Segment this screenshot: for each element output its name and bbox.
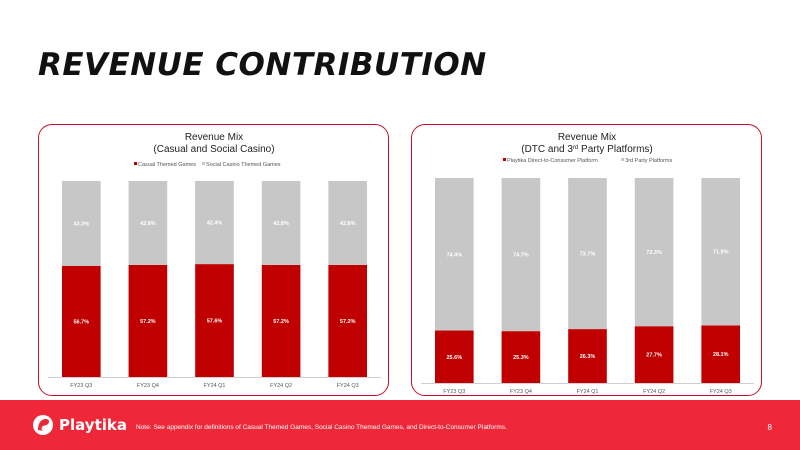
chart-title-line2: (DTC and 3rd Party Platforms) <box>521 144 653 155</box>
x-tick-2: FY24 Q1 <box>203 383 225 389</box>
legend-label-1: 3rd Party Platforms <box>625 158 672 164</box>
bar-0-0 <box>434 330 474 383</box>
bar-0-2 <box>195 264 234 377</box>
page-number: 8 <box>767 423 772 432</box>
data-label-0-3: 57.2% <box>273 319 289 325</box>
x-tick-1: FY23 Q4 <box>510 389 532 395</box>
x-tick-1: FY23 Q4 <box>137 383 159 389</box>
data-label-1-0: 43.3% <box>73 221 89 227</box>
x-tick-2: FY24 Q1 <box>576 389 598 395</box>
footer-bar: Playtika Note: See appendix for definiti… <box>0 400 800 450</box>
footnote: Note: See appendix for definitions of Ca… <box>136 424 507 431</box>
bar-0-3 <box>261 264 301 377</box>
data-label-0-0: 25.6% <box>446 355 462 361</box>
data-label-1-3: 42.8% <box>273 221 289 227</box>
legend-swatch-0 <box>503 158 506 161</box>
bar-1-4 <box>701 178 741 326</box>
data-label-1-2: 42.4% <box>207 221 223 227</box>
bar-1-1 <box>128 181 168 265</box>
bar-0-0 <box>61 265 101 377</box>
bar-1-0 <box>61 181 101 266</box>
bar-1-2 <box>195 181 234 265</box>
legend-label-0: Casual Themed Games <box>138 162 196 168</box>
bar-0-4 <box>328 264 368 377</box>
playtika-logo-icon <box>33 415 53 435</box>
data-label-0-4: 28.1% <box>713 352 729 358</box>
legend-swatch-1 <box>202 162 206 165</box>
chart-casual-social: Revenue Mix (Casual and Social Casino) C… <box>48 132 381 389</box>
data-label-1-1: 42.8% <box>140 221 156 227</box>
logo-text: Playtika <box>59 416 127 434</box>
data-label-0-3: 27.7% <box>646 353 662 359</box>
chart-title-superscript: rd <box>573 145 578 151</box>
legend-label-0: Playtika Direct-to-Consumer Platform <box>507 158 598 164</box>
data-label-1-3: 72.3% <box>646 250 662 256</box>
bar-0-3 <box>634 326 674 383</box>
bar-1-3 <box>261 181 301 265</box>
data-label-0-1: 25.3% <box>513 355 529 361</box>
x-tick-0: FY23 Q3 <box>70 383 92 389</box>
x-tick-0: FY23 Q3 <box>443 389 465 395</box>
legend-label-1: Social Casino Themed Games <box>206 162 281 168</box>
x-tick-3: FY24 Q2 <box>643 389 665 395</box>
chart-title-line2: (Casual and Social Casino) <box>153 144 274 155</box>
data-label-1-4: 42.8% <box>340 221 356 227</box>
chart-title-part-b: Party Platforms) <box>578 144 652 155</box>
bar-0-4 <box>701 325 741 383</box>
data-label-0-0: 56.7% <box>73 319 89 325</box>
data-label-1-1: 74.7% <box>513 253 529 259</box>
data-label-0-2: 26.3% <box>580 354 596 360</box>
chart-panel-dtc-3rd-party: Revenue Mix (DTC and 3rd Party Platforms… <box>411 124 762 396</box>
page-title: REVENUE CONTRIBUTION <box>38 47 487 83</box>
data-label-0-4: 57.2% <box>340 319 356 325</box>
bar-0-2 <box>568 329 607 383</box>
legend-swatch-1 <box>621 158 625 161</box>
bar-1-1 <box>501 178 541 332</box>
data-label-1-2: 73.7% <box>580 252 596 258</box>
data-label-0-1: 57.2% <box>140 319 156 325</box>
x-tick-4: FY24 Q3 <box>337 383 359 389</box>
bar-1-4 <box>328 181 368 265</box>
bar-0-1 <box>128 264 168 377</box>
bar-1-3 <box>634 178 674 327</box>
chart-dtc-3rd-party: Revenue Mix (DTC and 3rd Party Platforms… <box>421 132 754 395</box>
chart-title-part-a: (DTC and 3 <box>521 144 573 155</box>
bar-0-1 <box>501 331 541 383</box>
chart-title-line1: Revenue Mix <box>558 132 616 143</box>
chart-title-line1: Revenue Mix <box>185 132 243 143</box>
x-tick-4: FY24 Q3 <box>710 389 732 395</box>
data-label-0-2: 57.6% <box>207 319 223 325</box>
bar-1-2 <box>568 178 607 330</box>
chart-panel-casual-social: Revenue Mix (Casual and Social Casino) C… <box>38 124 389 396</box>
legend-swatch-0 <box>134 162 137 165</box>
data-label-1-4: 71.9% <box>713 250 729 256</box>
playtika-logo[interactable]: Playtika <box>32 414 127 436</box>
x-tick-3: FY24 Q2 <box>270 383 292 389</box>
data-label-1-0: 74.4% <box>446 252 462 258</box>
bar-1-0 <box>434 178 474 331</box>
